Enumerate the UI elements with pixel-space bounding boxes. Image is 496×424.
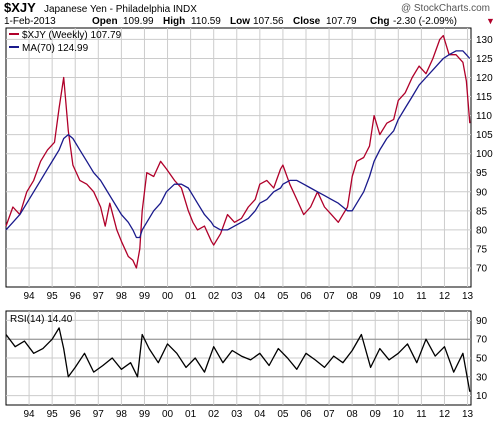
- x-tick-label: 04: [254, 291, 266, 302]
- y-tick-label: 100: [476, 149, 493, 160]
- chg-value: -2.30 (-2.09%): [393, 16, 457, 27]
- close-value: 107.79: [326, 16, 357, 27]
- symbol-title: $XJY: [4, 0, 36, 15]
- y-tick-label: 85: [476, 206, 488, 217]
- rsi-series: [5, 327, 471, 392]
- price-y-tick-labels: 70 75 80 85 90 95 100 105 110 115 120 125 130: [476, 35, 493, 275]
- open-label: Open: [92, 16, 118, 27]
- y-tick-label: 95: [476, 168, 488, 179]
- x-tick-label: 97: [93, 291, 105, 302]
- x-tick-label: 99: [139, 409, 151, 420]
- high-label: High: [163, 16, 185, 27]
- legend-price: $XJY (Weekly) 107.79: [22, 30, 122, 41]
- close-label: Close: [293, 16, 321, 27]
- price-legend: $XJY (Weekly) 107.79 MA(70) 124.99: [9, 30, 122, 54]
- price-series: [5, 34, 471, 269]
- x-tick-label: 00: [162, 291, 174, 302]
- x-tick-label: 96: [70, 409, 82, 420]
- chg-label: Chg: [370, 16, 389, 27]
- rsi-y-tick-labels: 10 30 50 70 90: [476, 316, 488, 402]
- low-label: Low: [230, 16, 250, 27]
- rsi-panel: 10 30 50 70 90 RSI(14) 14.40: [5, 310, 488, 406]
- series-line--xjy-weekly-: [5, 34, 471, 269]
- legend-rsi: RSI(14) 14.40: [10, 314, 73, 325]
- x-tick-label: 03: [231, 291, 243, 302]
- y-tick-label: 110: [476, 111, 492, 122]
- x-tick-label: 02: [208, 291, 220, 302]
- y-tick-label: 130: [476, 35, 493, 46]
- x-tick-label: 11: [416, 291, 427, 302]
- series-line-rsi-14-: [5, 327, 471, 392]
- x-tick-label: 98: [116, 409, 128, 420]
- y-tick-label: 125: [476, 54, 493, 65]
- price-panel-frame: [5, 27, 472, 288]
- price-gridlines: [6, 28, 471, 287]
- instrument-name: Japanese Yen - Philadelphia INDX: [44, 4, 197, 15]
- x-tick-label: 07: [324, 291, 336, 302]
- x-tick-label: 99: [139, 291, 151, 302]
- x-tick-label: 06: [300, 291, 312, 302]
- y-tick-label: 50: [476, 354, 488, 365]
- quote-date: 1-Feb-2013: [4, 16, 56, 27]
- x-tick-label: 10: [393, 291, 405, 302]
- x-tick-label: 05: [277, 291, 289, 302]
- x-tick-label: 12: [439, 409, 451, 420]
- y-tick-label: 115: [476, 92, 492, 103]
- x-tick-label: 11: [416, 409, 427, 420]
- x-tick-label: 01: [185, 409, 197, 420]
- x-tick-label: 05: [277, 409, 289, 420]
- x-tick-label: 97: [93, 409, 105, 420]
- y-tick-label: 75: [476, 244, 488, 255]
- x-tick-label: 01: [185, 291, 197, 302]
- x-tick-label: 13: [462, 291, 474, 302]
- x-tick-label: 96: [70, 291, 82, 302]
- y-tick-label: 90: [476, 316, 488, 327]
- open-value: 109.99: [123, 16, 154, 27]
- y-tick-label: 30: [476, 372, 488, 383]
- rsi-x-tick-labels: 94 95 96 97 98 99 00 01 02 03 04 05 06 07 08 09 10 11 12 13: [24, 409, 474, 420]
- high-value: 110.59: [191, 16, 221, 27]
- x-tick-label: 07: [324, 409, 336, 420]
- x-tick-label: 95: [47, 409, 59, 420]
- x-tick-label: 08: [347, 291, 359, 302]
- y-tick-label: 105: [476, 130, 493, 141]
- down-arrow-icon: ▼: [486, 16, 495, 26]
- x-tick-label: 13: [462, 409, 474, 420]
- x-tick-label: 02: [208, 409, 220, 420]
- x-tick-label: 08: [347, 409, 359, 420]
- y-tick-label: 80: [476, 225, 488, 236]
- x-tick-label: 09: [370, 409, 382, 420]
- watermark: @ StockCharts.com: [401, 3, 490, 14]
- low-value: 107.56: [253, 16, 284, 27]
- x-tick-label: 98: [116, 291, 128, 302]
- x-tick-label: 95: [47, 291, 59, 302]
- rsi-gridlines: [6, 311, 471, 405]
- y-tick-label: 120: [476, 73, 493, 84]
- chart-header: $XJY Japanese Yen - Philadelphia INDX @ …: [4, 0, 495, 27]
- x-tick-label: 12: [439, 291, 451, 302]
- y-tick-label: 90: [476, 187, 488, 198]
- price-x-tick-labels: 94 95 96 97 98 99 00 01 02 03 04 05 06 07 08 09 10 11 12 13: [24, 291, 474, 302]
- legend-ma: MA(70) 124.99: [22, 43, 89, 54]
- x-tick-label: 04: [254, 409, 266, 420]
- series-line-ma-70-: [5, 50, 471, 239]
- y-tick-label: 70: [476, 335, 488, 346]
- x-tick-label: 10: [393, 409, 405, 420]
- x-tick-label: 03: [231, 409, 243, 420]
- x-tick-label: 06: [300, 409, 312, 420]
- x-tick-label: 94: [24, 291, 36, 302]
- y-tick-label: 70: [476, 263, 488, 274]
- x-tick-label: 00: [162, 409, 174, 420]
- x-tick-label: 94: [24, 409, 36, 420]
- x-tick-label: 09: [370, 291, 382, 302]
- price-panel: 70 75 80 85 90 95 100 105 110 115 120 125 130 $XJY (…: [5, 27, 493, 288]
- y-tick-label: 10: [476, 391, 488, 402]
